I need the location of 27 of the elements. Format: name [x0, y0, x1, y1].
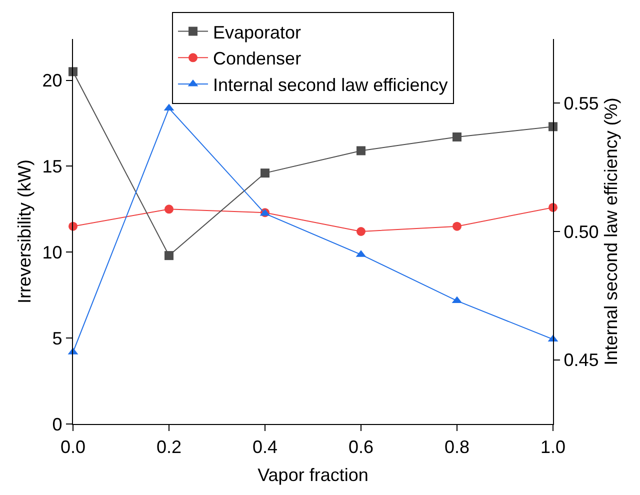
x-tick-label: 0.8 [444, 436, 470, 457]
x-axis-title: Vapor fraction [258, 464, 368, 485]
y2-tick-label: 0.50 [564, 222, 599, 242]
legend-label: Condenser [213, 48, 302, 69]
point [452, 222, 462, 231]
point [164, 204, 174, 214]
legend-label: Internal second law efficiency [213, 75, 448, 96]
x-tick-label: 0.0 [60, 436, 86, 457]
point [452, 132, 462, 142]
y-tick-label: 0 [52, 414, 62, 434]
x-tick-label: 0.2 [156, 436, 182, 457]
y-tick-label: 10 [42, 242, 62, 262]
x-tick-label: 0.4 [252, 436, 278, 457]
point [356, 227, 366, 236]
y-tick-label: 5 [52, 328, 62, 348]
point [356, 146, 366, 156]
x-tick-label: 0.6 [348, 436, 374, 457]
y-tick-label: 15 [42, 156, 62, 176]
y-axis-title: Irreversibility (kW) [14, 160, 34, 304]
legend-label: Evaporator [213, 22, 302, 42]
y-tick-label: 20 [42, 70, 62, 91]
x-tick-label: 1.0 [540, 436, 566, 457]
y2-tick-label: 0.55 [564, 93, 599, 114]
y2-axis-title: Internal second law efficiency (%) [600, 98, 621, 366]
point [260, 168, 270, 178]
y2-tick-label: 0.45 [564, 350, 599, 370]
point [164, 251, 174, 260]
